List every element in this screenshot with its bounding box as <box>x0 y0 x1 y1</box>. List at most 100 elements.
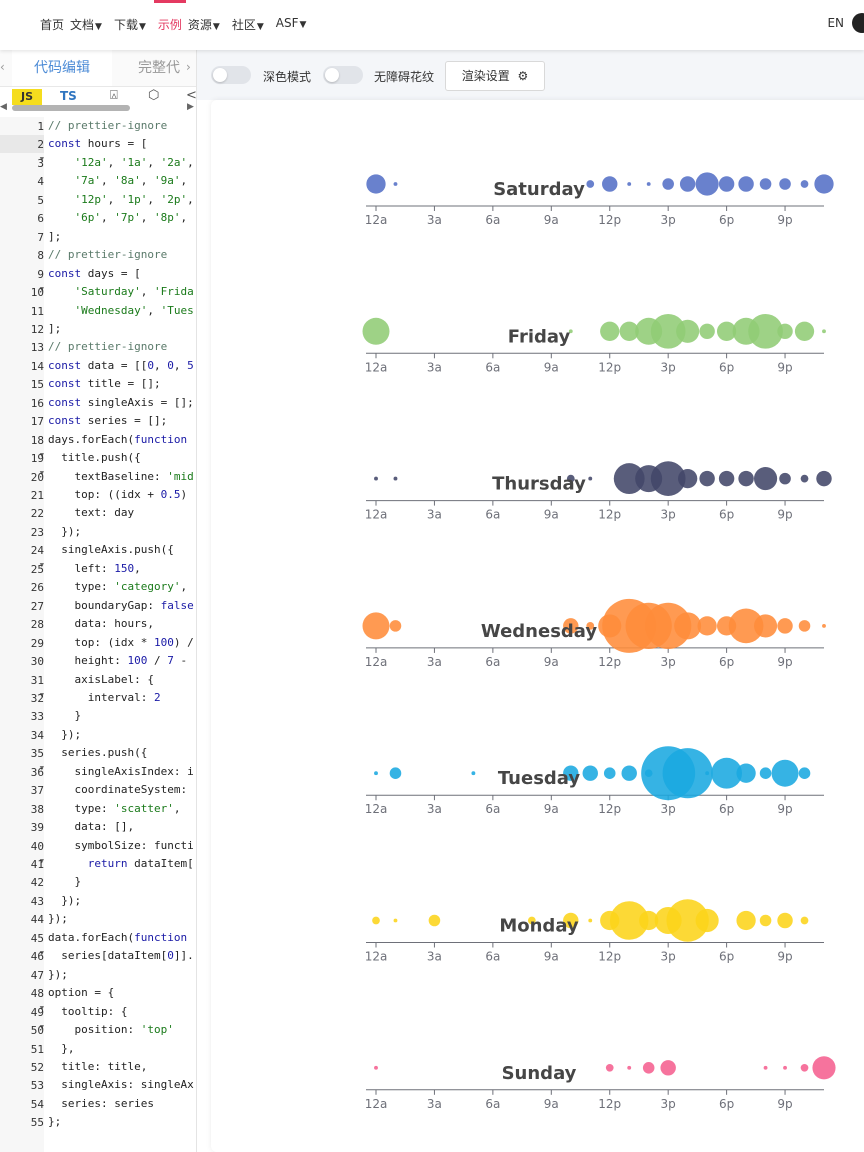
code-line[interactable]: boundaryGap: false <box>48 598 194 612</box>
code-line[interactable]: const title = []; <box>48 377 161 391</box>
scatter-point[interactable] <box>393 918 398 923</box>
scatter-point[interactable] <box>627 1065 632 1070</box>
code-line[interactable]: '12a', '1a', '2a', <box>74 155 194 169</box>
code-line[interactable]: position: 'top' <box>48 1023 174 1037</box>
code-line[interactable]: interval: 2 <box>48 690 161 704</box>
code-line[interactable]: type: 'category', <box>48 580 188 594</box>
code-line[interactable]: }, <box>48 1041 75 1055</box>
scatter-point[interactable] <box>812 1056 836 1080</box>
scatter-point[interactable] <box>753 614 778 638</box>
scatter-point[interactable] <box>783 1065 787 1070</box>
scatter-point[interactable] <box>711 757 743 789</box>
scatter-point[interactable] <box>716 321 737 341</box>
scatter-point[interactable] <box>695 172 719 196</box>
scatter-point[interactable] <box>374 1065 378 1070</box>
scatter-point[interactable] <box>678 468 698 489</box>
code-line[interactable]: '7a', '8a', '9a', <box>74 174 188 188</box>
scatter-point[interactable] <box>718 176 735 192</box>
scatter-point[interactable] <box>389 767 402 779</box>
scatter-point[interactable] <box>753 467 778 491</box>
scatter-point[interactable] <box>642 1062 655 1074</box>
scatter-point[interactable] <box>679 176 696 192</box>
code-line[interactable]: title.push({ <box>48 451 141 465</box>
code-line[interactable]: '12p', '1p', '2p', <box>74 192 194 206</box>
chevron-left-icon[interactable]: ‹ <box>0 60 5 74</box>
code-line[interactable]: series: series <box>48 1096 154 1110</box>
nav-item-1[interactable]: 文档▼ <box>70 16 108 33</box>
code-line[interactable]: 'Saturday', 'Frida <box>74 285 194 299</box>
code-line[interactable]: 'Wednesday', 'Tues <box>74 303 194 317</box>
scatter-point[interactable] <box>738 470 754 487</box>
scatter-point[interactable] <box>705 771 710 776</box>
scatter-point[interactable] <box>393 182 398 186</box>
scatter-point[interactable] <box>566 474 575 483</box>
scatter-point[interactable] <box>374 771 378 776</box>
scatter-point[interactable] <box>777 912 793 929</box>
scatter-point[interactable] <box>666 899 709 942</box>
code-line[interactable]: series[dataItem[0]]. <box>48 949 194 963</box>
ts-tab[interactable]: TS <box>60 89 77 103</box>
code-line[interactable]: const days = [ <box>48 266 141 280</box>
codesandbox-icon[interactable]: ⬡ <box>148 88 160 103</box>
code-line[interactable]: text: day <box>48 506 135 520</box>
code-line[interactable]: const data = [[0, 0, 5 <box>48 358 194 372</box>
scatter-point[interactable] <box>586 622 595 630</box>
code-icon[interactable]: < <box>186 88 197 103</box>
code-line[interactable]: singleAxis: singleAx <box>48 1078 194 1092</box>
scatter-point[interactable] <box>600 321 620 341</box>
code-line[interactable]: }; <box>48 1115 62 1129</box>
scatter-point[interactable] <box>374 476 378 481</box>
scatter-point[interactable] <box>699 323 715 340</box>
nav-item-3[interactable]: 示例 <box>153 0 186 33</box>
scatter-point[interactable] <box>619 321 639 341</box>
nav-item-2[interactable]: 下载▼ <box>114 16 152 33</box>
code-line[interactable]: series.push({ <box>48 746 148 760</box>
codepen-icon[interactable]: ⍓ <box>110 88 118 103</box>
scatter-point[interactable] <box>527 916 536 925</box>
scatter-point[interactable] <box>759 178 772 190</box>
code-line[interactable]: top: ((idx + 0.5) <box>48 488 188 501</box>
chevron-right-icon[interactable]: › <box>186 60 191 74</box>
nav-item-5[interactable]: 社区▼ <box>232 16 270 33</box>
scatter-point[interactable] <box>800 180 809 188</box>
scatter-point[interactable] <box>699 470 715 487</box>
scatter-point[interactable] <box>695 908 719 933</box>
nav-item-6[interactable]: ASF▼ <box>276 16 313 33</box>
scatter-point[interactable] <box>428 914 441 927</box>
scatter-point[interactable] <box>389 620 402 632</box>
scatter-point[interactable] <box>736 910 756 931</box>
js-tab[interactable]: JS <box>12 89 42 105</box>
code-line[interactable]: }); <box>48 912 68 926</box>
scatter-point[interactable] <box>779 178 791 190</box>
scatter-point[interactable] <box>800 916 809 925</box>
code-line[interactable]: ]; <box>48 229 62 243</box>
code-line[interactable]: ]; <box>48 321 62 335</box>
code-line[interactable]: }); <box>48 967 68 981</box>
scatter-point[interactable] <box>736 763 756 783</box>
scatter-point[interactable] <box>605 1063 614 1072</box>
scatter-point[interactable] <box>662 178 674 190</box>
scatter-point[interactable] <box>639 910 659 931</box>
scatter-point[interactable] <box>613 463 645 495</box>
language-switch[interactable]: EN <box>827 16 844 30</box>
scatter-point[interactable] <box>697 616 717 636</box>
code-line[interactable]: }); <box>48 727 82 741</box>
scatter-point[interactable] <box>822 329 826 334</box>
scatter-point[interactable] <box>718 470 735 487</box>
code-line[interactable]: singleAxis.push({ <box>48 543 174 557</box>
scatter-point[interactable] <box>759 767 772 779</box>
code-line[interactable]: singleAxisIndex: i <box>48 764 194 778</box>
code-line[interactable]: option = { <box>48 986 115 1000</box>
scatter-point[interactable] <box>816 470 832 487</box>
scatter-point[interactable] <box>676 319 700 343</box>
code-line[interactable]: }); <box>48 524 82 538</box>
scatter-point[interactable] <box>645 602 692 650</box>
code-line[interactable]: const singleAxis = []; <box>48 395 194 409</box>
code-line[interactable]: } <box>48 709 82 723</box>
scatter-point[interactable] <box>627 182 632 186</box>
horizontal-scroll-bar[interactable]: ◀ ▶ <box>0 102 194 112</box>
scatter-point[interactable] <box>798 620 811 632</box>
punch-card-chart[interactable]: 12a 3a 6a 9a 12p 3p 6p 9p Saturday 12a 3a 6a 9a 12p 3p… <box>211 100 864 1152</box>
code-line[interactable]: // prettier-ignore <box>48 340 168 354</box>
scatter-point[interactable] <box>662 748 713 799</box>
